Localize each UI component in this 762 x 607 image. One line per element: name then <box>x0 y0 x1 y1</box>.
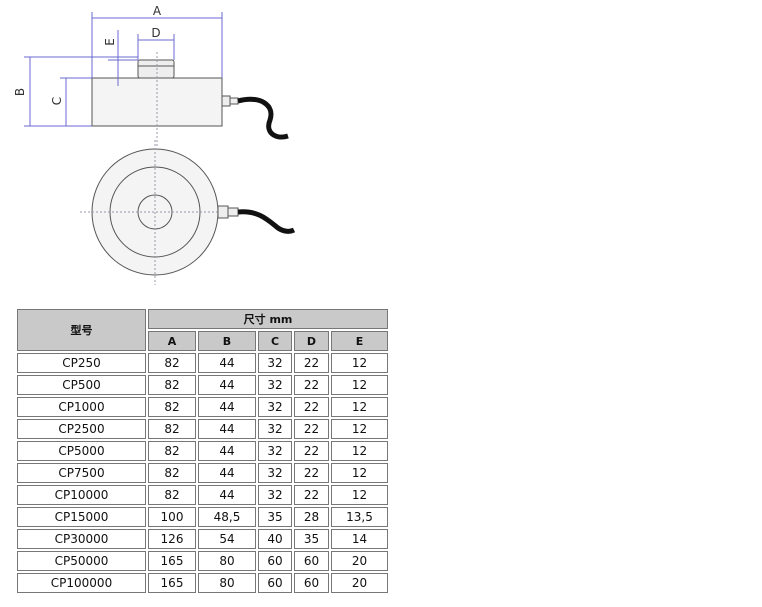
table-row: CP50000 165 80 60 60 20 <box>17 551 388 571</box>
dim-label: A <box>153 4 162 18</box>
table-row: CP500 82 44 32 22 12 <box>17 375 388 395</box>
model-cell: CP30000 <box>17 529 146 549</box>
table-row: CP30000 126 54 40 35 14 <box>17 529 388 549</box>
size-header: 尺寸 mm <box>148 309 388 329</box>
table-row: CP100000 165 80 60 60 20 <box>17 573 388 593</box>
cell: 22 <box>294 397 329 417</box>
cell: 44 <box>198 485 256 505</box>
cell: 44 <box>198 375 256 395</box>
cell: 48,5 <box>198 507 256 527</box>
cell: 82 <box>148 485 196 505</box>
cell: 44 <box>198 441 256 461</box>
cell: 28 <box>294 507 329 527</box>
cell: 60 <box>258 573 292 593</box>
model-cell: CP15000 <box>17 507 146 527</box>
column-header: E <box>331 331 388 351</box>
cell: 54 <box>198 529 256 549</box>
column-header: D <box>294 331 329 351</box>
table-row: CP2500 82 44 32 22 12 <box>17 419 388 439</box>
cell: 22 <box>294 463 329 483</box>
model-cell: CP1000 <box>17 397 146 417</box>
cell: 12 <box>331 397 388 417</box>
table-row: CP15000 100 48,5 35 28 13,5 <box>17 507 388 527</box>
column-header: C <box>258 331 292 351</box>
cell: 12 <box>331 463 388 483</box>
dim-label: E <box>103 38 117 46</box>
cell: 126 <box>148 529 196 549</box>
dimension-lines <box>24 12 223 127</box>
cell: 44 <box>198 419 256 439</box>
cell: 82 <box>148 353 196 373</box>
cell: 32 <box>258 463 292 483</box>
table-row: CP7500 82 44 32 22 12 <box>17 463 388 483</box>
cell: 12 <box>331 485 388 505</box>
cell: 22 <box>294 485 329 505</box>
column-header: A <box>148 331 196 351</box>
cell: 60 <box>294 551 329 571</box>
cell: 12 <box>331 419 388 439</box>
table-row: CP250 82 44 32 22 12 <box>17 353 388 373</box>
table-row: CP10000 82 44 32 22 12 <box>17 485 388 505</box>
cell: 35 <box>258 507 292 527</box>
cell: 32 <box>258 375 292 395</box>
cell: 40 <box>258 529 292 549</box>
model-cell: CP2500 <box>17 419 146 439</box>
cell: 14 <box>331 529 388 549</box>
cell: 22 <box>294 441 329 461</box>
cell: 35 <box>294 529 329 549</box>
model-cell: CP100000 <box>17 573 146 593</box>
cell: 165 <box>148 551 196 571</box>
drawing: A D E B C <box>13 4 296 285</box>
cell: 32 <box>258 485 292 505</box>
top-view <box>80 140 296 285</box>
cell: 82 <box>148 463 196 483</box>
cell: 82 <box>148 419 196 439</box>
cell: 44 <box>198 397 256 417</box>
cell: 32 <box>258 353 292 373</box>
cell: 12 <box>331 375 388 395</box>
cell: 32 <box>258 419 292 439</box>
cell: 60 <box>258 551 292 571</box>
table-row: CP5000 82 44 32 22 12 <box>17 441 388 461</box>
cell: 22 <box>294 353 329 373</box>
cell: 80 <box>198 573 256 593</box>
cell: 22 <box>294 419 329 439</box>
cell: 20 <box>331 551 388 571</box>
cell: 165 <box>148 573 196 593</box>
cell: 32 <box>258 441 292 461</box>
cell: 60 <box>294 573 329 593</box>
cell: 20 <box>331 573 388 593</box>
column-header: B <box>198 331 256 351</box>
dim-label: D <box>151 26 160 40</box>
cell: 80 <box>198 551 256 571</box>
cell: 13,5 <box>331 507 388 527</box>
cell: 82 <box>148 441 196 461</box>
model-cell: CP250 <box>17 353 146 373</box>
cell: 32 <box>258 397 292 417</box>
cell: 44 <box>198 353 256 373</box>
cell: 12 <box>331 441 388 461</box>
cell: 22 <box>294 375 329 395</box>
cell: 44 <box>198 463 256 483</box>
dim-label: B <box>13 88 27 96</box>
model-cell: CP10000 <box>17 485 146 505</box>
model-cell: CP5000 <box>17 441 146 461</box>
model-cell: CP50000 <box>17 551 146 571</box>
model-cell: CP7500 <box>17 463 146 483</box>
cell: 100 <box>148 507 196 527</box>
cell: 82 <box>148 375 196 395</box>
table-row: CP1000 82 44 32 22 12 <box>17 397 388 417</box>
dim-label: C <box>50 97 64 105</box>
model-cell: CP500 <box>17 375 146 395</box>
cell: 12 <box>331 353 388 373</box>
model-header: 型号 <box>17 309 146 351</box>
cell: 82 <box>148 397 196 417</box>
side-view <box>91 52 289 148</box>
